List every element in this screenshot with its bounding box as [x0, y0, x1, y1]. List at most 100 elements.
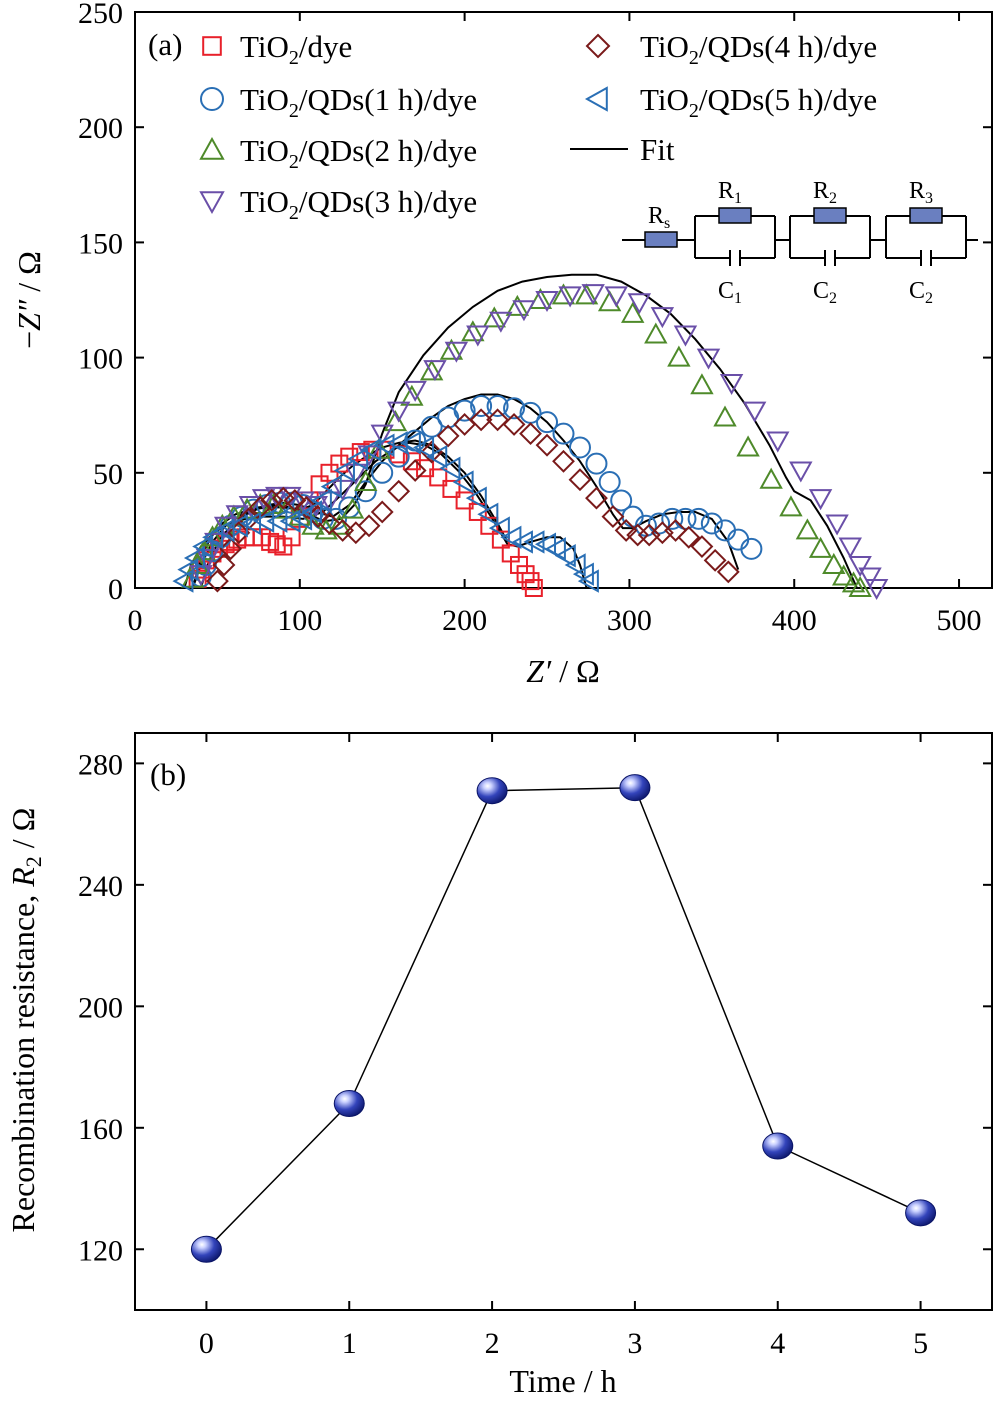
data-point — [439, 338, 464, 360]
panel-a-nyquist-chart: 0 100 200 300 400 500 0 50 100 150 200 250 (a) TiO2… — [11, 0, 993, 689]
data-point — [614, 518, 638, 542]
data-point — [552, 422, 575, 445]
data-point — [279, 509, 301, 533]
panel-b-x-axis-title: Time / h — [509, 1363, 616, 1399]
data-point — [351, 443, 370, 462]
data-point — [808, 536, 833, 558]
series-5 — [172, 431, 599, 593]
data-point — [521, 572, 540, 591]
panel-b-x-tick-label: 1 — [342, 1327, 357, 1360]
data-point — [190, 1235, 222, 1263]
data-point — [486, 394, 509, 417]
data-point — [551, 283, 576, 305]
data-point — [644, 322, 668, 344]
data-point — [489, 311, 513, 333]
data-point — [574, 283, 599, 305]
panel-a-y-tick-label: 200 — [78, 112, 123, 145]
data-point — [330, 479, 355, 501]
data-point — [491, 530, 510, 549]
data-point — [696, 348, 721, 370]
data-point — [172, 569, 194, 593]
data-point — [687, 507, 710, 530]
data-point — [536, 411, 559, 434]
panel-a-x-tick-label: 500 — [937, 604, 982, 637]
legend-marker — [199, 191, 225, 215]
data-point — [601, 505, 625, 528]
data-point — [650, 307, 675, 329]
data-point — [371, 461, 394, 484]
data-point — [320, 474, 342, 499]
panel-b-y-tick-label: 240 — [78, 870, 123, 903]
data-point — [690, 535, 714, 558]
panel-a-y-tick-label: 100 — [78, 343, 123, 376]
data-point — [282, 528, 301, 547]
data-point — [354, 469, 378, 492]
data-point — [535, 433, 559, 457]
panel-a-y-tick-label: 50 — [93, 458, 123, 491]
data-point — [673, 325, 698, 347]
connecting-line — [205, 786, 921, 1250]
legend-label: Fit — [640, 132, 675, 167]
data-point — [766, 431, 790, 453]
data-point — [808, 489, 833, 511]
panel-a-plot-frame — [134, 11, 993, 589]
data-point — [195, 549, 220, 571]
data-point — [439, 456, 461, 480]
data-point — [320, 463, 339, 482]
data-point — [568, 468, 592, 492]
data-point — [423, 360, 447, 382]
data-point — [524, 579, 543, 597]
data-point — [327, 513, 352, 535]
data-point — [213, 518, 235, 543]
data-point — [523, 530, 545, 554]
data-point — [831, 564, 856, 586]
panel-a-ticks: 0 100 200 300 400 500 0 50 100 150 200 250 — [78, 0, 992, 637]
data-point — [864, 579, 889, 601]
data-point — [477, 502, 499, 526]
legend-label: TiO2/dye — [240, 29, 352, 69]
data-point — [387, 479, 411, 503]
data-point — [664, 518, 687, 542]
legend-label: TiO2/QDs(5 h)/dye — [640, 82, 877, 122]
legend-marker — [202, 36, 222, 56]
data-point — [238, 496, 263, 518]
data-point — [452, 470, 474, 494]
data-point — [420, 415, 443, 438]
data-point — [357, 514, 381, 538]
data-point — [795, 518, 820, 540]
panel-b-label: (b) — [150, 757, 186, 792]
data-point — [581, 284, 605, 306]
data-point — [637, 523, 661, 547]
data-point — [510, 555, 529, 574]
data-point — [204, 532, 228, 554]
panel-b-x-tick-label: 0 — [199, 1327, 214, 1360]
data-point — [340, 497, 365, 519]
data-point — [585, 486, 608, 510]
data-point — [713, 405, 737, 427]
resistor-r2 — [813, 207, 847, 224]
panel-a-x-axis-title: Z′ / Ω — [526, 653, 599, 689]
circuit-label: R3 — [909, 178, 933, 207]
data-point — [386, 431, 408, 455]
data-point — [789, 461, 813, 483]
legend-label: TiO2/QDs(4 h)/dye — [640, 29, 877, 69]
data-point — [621, 301, 645, 323]
data-point — [759, 467, 783, 489]
data-point — [564, 553, 586, 577]
data-point — [383, 410, 408, 432]
data-point — [436, 424, 460, 448]
panel-a-markers — [172, 283, 889, 601]
data-point — [260, 489, 284, 512]
panel-a-y-tick-label: 0 — [108, 573, 123, 606]
data-point — [476, 777, 508, 805]
data-point — [610, 489, 633, 512]
legend-marker — [199, 136, 225, 160]
panel-a-x-tick-label: 0 — [128, 604, 143, 637]
data-point — [300, 500, 322, 524]
data-point — [535, 291, 559, 313]
panel-a-y-tick-label: 250 — [78, 0, 123, 30]
data-point — [416, 459, 435, 478]
circuit-label: R1 — [718, 178, 742, 207]
legend-marker — [584, 86, 608, 112]
